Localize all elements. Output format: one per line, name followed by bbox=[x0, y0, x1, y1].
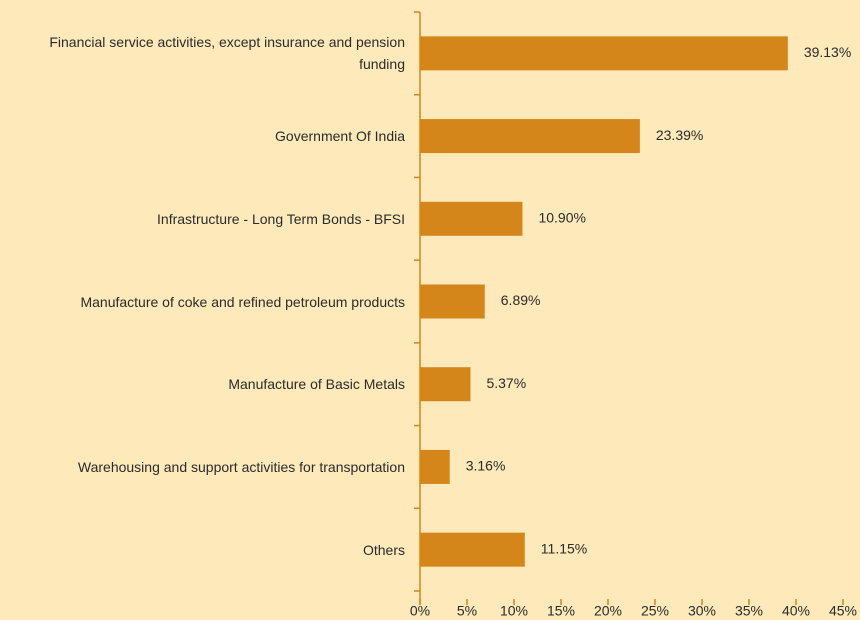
x-tick-label: 25% bbox=[641, 603, 669, 619]
y-tick-label: Manufacture of Basic Metals bbox=[228, 376, 405, 393]
y-tick-label: Government Of India bbox=[275, 128, 405, 145]
value-label: 10.90% bbox=[538, 209, 585, 225]
x-tick-label: 5% bbox=[457, 603, 477, 619]
bar bbox=[420, 36, 788, 71]
y-tick-label: Warehousing and support activities for t… bbox=[77, 458, 405, 475]
bar bbox=[420, 367, 471, 402]
value-label: 11.15% bbox=[541, 540, 587, 556]
y-tick-label: Financial service activities, except ins… bbox=[49, 34, 405, 73]
x-tick-label: 45% bbox=[829, 603, 857, 619]
y-tick-label: Others bbox=[362, 541, 405, 558]
value-label: 3.16% bbox=[466, 458, 506, 474]
x-tick-label: 30% bbox=[688, 603, 716, 619]
bar bbox=[420, 532, 525, 567]
x-tick-label: 15% bbox=[547, 603, 575, 619]
bar bbox=[420, 201, 523, 236]
bar bbox=[420, 119, 640, 154]
x-tick-label: 35% bbox=[735, 603, 763, 619]
x-tick-label: 0% bbox=[410, 603, 430, 619]
bar bbox=[420, 284, 485, 319]
x-tick-label: 40% bbox=[782, 603, 810, 619]
value-label: 6.89% bbox=[501, 292, 541, 308]
value-label: 5.37% bbox=[486, 375, 526, 391]
value-label: 39.13% bbox=[804, 44, 851, 60]
x-tick-label: 10% bbox=[500, 603, 528, 619]
y-tick-label: Manufacture of coke and refined petroleu… bbox=[80, 293, 405, 310]
bar bbox=[420, 449, 450, 484]
x-tick-label: 20% bbox=[594, 603, 622, 619]
y-tick-label: Infrastructure - Long Term Bonds - BFSI bbox=[157, 210, 405, 227]
value-label: 23.39% bbox=[656, 127, 703, 143]
